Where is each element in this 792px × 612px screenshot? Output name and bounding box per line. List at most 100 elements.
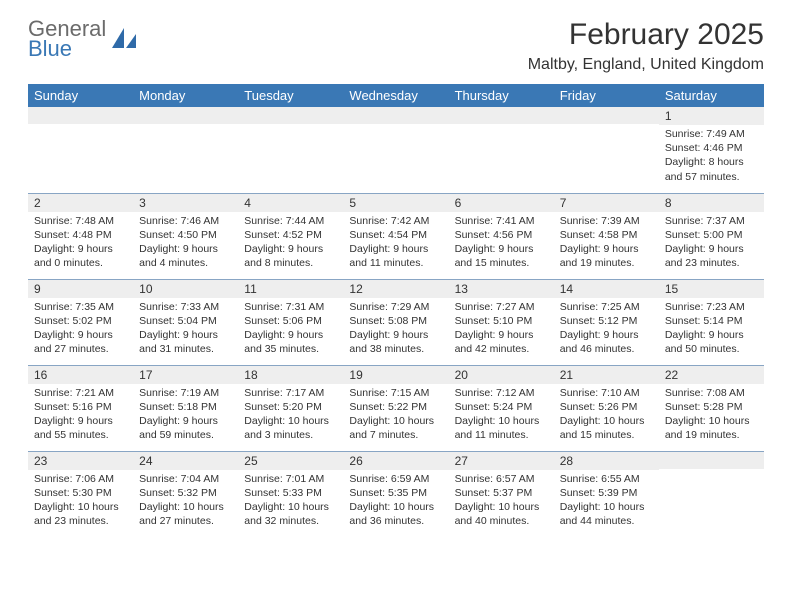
day-detail: Sunrise: 7:15 AMSunset: 5:22 PMDaylight:… (343, 384, 448, 449)
day-number: 18 (238, 366, 343, 384)
day-detail: Sunrise: 7:41 AMSunset: 4:56 PMDaylight:… (449, 212, 554, 277)
day-number: 22 (659, 366, 764, 384)
calendar-day-cell: 7Sunrise: 7:39 AMSunset: 4:58 PMDaylight… (554, 193, 659, 279)
day-number: 24 (133, 452, 238, 470)
day-number: 12 (343, 280, 448, 298)
day-number: 26 (343, 452, 448, 470)
day-number (133, 107, 238, 124)
calendar-day-cell: 15Sunrise: 7:23 AMSunset: 5:14 PMDayligh… (659, 279, 764, 365)
calendar-table: SundayMondayTuesdayWednesdayThursdayFrid… (28, 84, 764, 537)
calendar-day-cell: 21Sunrise: 7:10 AMSunset: 5:26 PMDayligh… (554, 365, 659, 451)
brand-bottom: Blue (28, 38, 106, 60)
day-number: 28 (554, 452, 659, 470)
day-number: 8 (659, 194, 764, 212)
day-detail: Sunrise: 7:23 AMSunset: 5:14 PMDaylight:… (659, 298, 764, 363)
day-number: 25 (238, 452, 343, 470)
title-block: February 2025 Maltby, England, United Ki… (528, 18, 764, 74)
calendar-empty-cell (659, 451, 764, 537)
day-detail: Sunrise: 6:57 AMSunset: 5:37 PMDaylight:… (449, 470, 554, 535)
day-number: 10 (133, 280, 238, 298)
calendar-day-cell: 6Sunrise: 7:41 AMSunset: 4:56 PMDaylight… (449, 193, 554, 279)
calendar-day-cell: 26Sunrise: 6:59 AMSunset: 5:35 PMDayligh… (343, 451, 448, 537)
calendar-day-cell: 4Sunrise: 7:44 AMSunset: 4:52 PMDaylight… (238, 193, 343, 279)
day-number: 27 (449, 452, 554, 470)
calendar-week-row: 1Sunrise: 7:49 AMSunset: 4:46 PMDaylight… (28, 107, 764, 193)
day-number: 3 (133, 194, 238, 212)
calendar-week-row: 2Sunrise: 7:48 AMSunset: 4:48 PMDaylight… (28, 193, 764, 279)
day-detail: Sunrise: 7:39 AMSunset: 4:58 PMDaylight:… (554, 212, 659, 277)
day-detail: Sunrise: 7:44 AMSunset: 4:52 PMDaylight:… (238, 212, 343, 277)
day-detail: Sunrise: 6:55 AMSunset: 5:39 PMDaylight:… (554, 470, 659, 535)
calendar-day-cell: 24Sunrise: 7:04 AMSunset: 5:32 PMDayligh… (133, 451, 238, 537)
weekday-header: Sunday (28, 84, 133, 107)
day-detail: Sunrise: 7:06 AMSunset: 5:30 PMDaylight:… (28, 470, 133, 535)
month-title: February 2025 (528, 18, 764, 52)
calendar-day-cell: 25Sunrise: 7:01 AMSunset: 5:33 PMDayligh… (238, 451, 343, 537)
calendar-day-cell: 19Sunrise: 7:15 AMSunset: 5:22 PMDayligh… (343, 365, 448, 451)
location-text: Maltby, England, United Kingdom (528, 56, 764, 74)
day-detail: Sunrise: 7:46 AMSunset: 4:50 PMDaylight:… (133, 212, 238, 277)
calendar-empty-cell (28, 107, 133, 193)
calendar-day-cell: 28Sunrise: 6:55 AMSunset: 5:39 PMDayligh… (554, 451, 659, 537)
day-number (659, 452, 764, 469)
calendar-day-cell: 18Sunrise: 7:17 AMSunset: 5:20 PMDayligh… (238, 365, 343, 451)
weekday-header: Friday (554, 84, 659, 107)
calendar-week-row: 23Sunrise: 7:06 AMSunset: 5:30 PMDayligh… (28, 451, 764, 537)
brand-logo: General Blue (28, 18, 138, 60)
calendar-day-cell: 3Sunrise: 7:46 AMSunset: 4:50 PMDaylight… (133, 193, 238, 279)
day-detail: Sunrise: 7:10 AMSunset: 5:26 PMDaylight:… (554, 384, 659, 449)
calendar-empty-cell (449, 107, 554, 193)
calendar-day-cell: 17Sunrise: 7:19 AMSunset: 5:18 PMDayligh… (133, 365, 238, 451)
day-number: 11 (238, 280, 343, 298)
calendar-empty-cell (238, 107, 343, 193)
day-number (554, 107, 659, 124)
day-number: 14 (554, 280, 659, 298)
day-detail: Sunrise: 7:08 AMSunset: 5:28 PMDaylight:… (659, 384, 764, 449)
calendar-day-cell: 2Sunrise: 7:48 AMSunset: 4:48 PMDaylight… (28, 193, 133, 279)
day-number: 17 (133, 366, 238, 384)
calendar-day-cell: 11Sunrise: 7:31 AMSunset: 5:06 PMDayligh… (238, 279, 343, 365)
weekday-header: Thursday (449, 84, 554, 107)
day-detail: Sunrise: 7:27 AMSunset: 5:10 PMDaylight:… (449, 298, 554, 363)
day-number: 15 (659, 280, 764, 298)
calendar-empty-cell (554, 107, 659, 193)
calendar-day-cell: 5Sunrise: 7:42 AMSunset: 4:54 PMDaylight… (343, 193, 448, 279)
calendar-day-cell: 22Sunrise: 7:08 AMSunset: 5:28 PMDayligh… (659, 365, 764, 451)
day-number (449, 107, 554, 124)
day-number: 1 (659, 107, 764, 125)
calendar-week-row: 9Sunrise: 7:35 AMSunset: 5:02 PMDaylight… (28, 279, 764, 365)
day-detail: Sunrise: 7:42 AMSunset: 4:54 PMDaylight:… (343, 212, 448, 277)
day-detail: Sunrise: 7:33 AMSunset: 5:04 PMDaylight:… (133, 298, 238, 363)
calendar-week-row: 16Sunrise: 7:21 AMSunset: 5:16 PMDayligh… (28, 365, 764, 451)
day-detail: Sunrise: 7:19 AMSunset: 5:18 PMDaylight:… (133, 384, 238, 449)
day-number: 19 (343, 366, 448, 384)
calendar-day-cell: 13Sunrise: 7:27 AMSunset: 5:10 PMDayligh… (449, 279, 554, 365)
header-bar: General Blue February 2025 Maltby, Engla… (28, 18, 764, 74)
weekday-header: Saturday (659, 84, 764, 107)
calendar-day-cell: 14Sunrise: 7:25 AMSunset: 5:12 PMDayligh… (554, 279, 659, 365)
day-number (238, 107, 343, 124)
day-detail: Sunrise: 7:17 AMSunset: 5:20 PMDaylight:… (238, 384, 343, 449)
day-number (343, 107, 448, 124)
day-number: 23 (28, 452, 133, 470)
day-detail: Sunrise: 7:48 AMSunset: 4:48 PMDaylight:… (28, 212, 133, 277)
calendar-day-cell: 8Sunrise: 7:37 AMSunset: 5:00 PMDaylight… (659, 193, 764, 279)
day-number (28, 107, 133, 124)
calendar-day-cell: 9Sunrise: 7:35 AMSunset: 5:02 PMDaylight… (28, 279, 133, 365)
calendar-day-cell: 23Sunrise: 7:06 AMSunset: 5:30 PMDayligh… (28, 451, 133, 537)
weekday-header-row: SundayMondayTuesdayWednesdayThursdayFrid… (28, 84, 764, 107)
calendar-empty-cell (133, 107, 238, 193)
calendar-day-cell: 27Sunrise: 6:57 AMSunset: 5:37 PMDayligh… (449, 451, 554, 537)
day-detail: Sunrise: 7:21 AMSunset: 5:16 PMDaylight:… (28, 384, 133, 449)
day-detail: Sunrise: 7:37 AMSunset: 5:00 PMDaylight:… (659, 212, 764, 277)
logo-sail-icon (110, 26, 138, 52)
weekday-header: Tuesday (238, 84, 343, 107)
day-detail: Sunrise: 7:29 AMSunset: 5:08 PMDaylight:… (343, 298, 448, 363)
calendar-day-cell: 16Sunrise: 7:21 AMSunset: 5:16 PMDayligh… (28, 365, 133, 451)
day-detail: Sunrise: 7:04 AMSunset: 5:32 PMDaylight:… (133, 470, 238, 535)
day-number: 7 (554, 194, 659, 212)
day-number: 9 (28, 280, 133, 298)
calendar-empty-cell (343, 107, 448, 193)
calendar-day-cell: 12Sunrise: 7:29 AMSunset: 5:08 PMDayligh… (343, 279, 448, 365)
calendar-day-cell: 1Sunrise: 7:49 AMSunset: 4:46 PMDaylight… (659, 107, 764, 193)
